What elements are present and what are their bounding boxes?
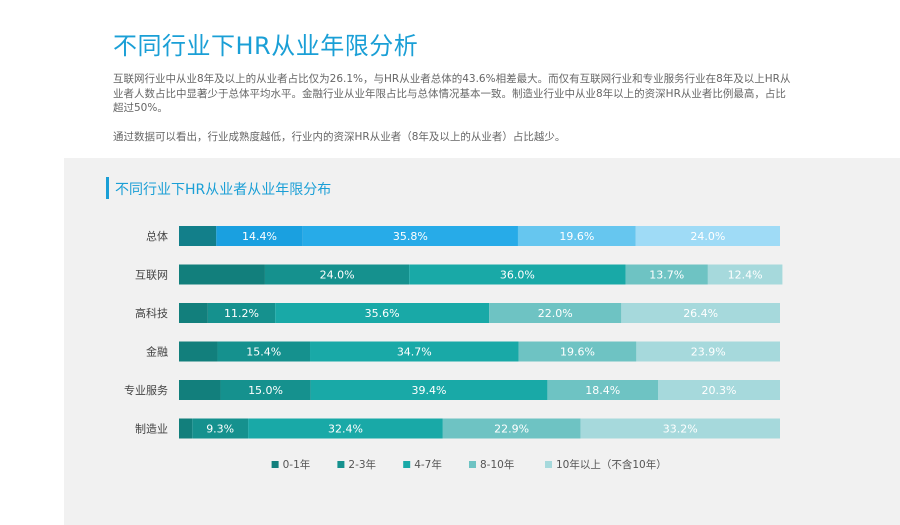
data-label: 11.2% (224, 307, 259, 320)
data-label: 39.4% (412, 384, 447, 397)
data-label: 23.9% (691, 346, 726, 359)
bar-segment (657, 380, 780, 400)
chart-title: 不同行业下HR从业者从业年限分布 (115, 182, 332, 198)
data-label: 36.0% (500, 269, 535, 282)
intro-text: 互联网行业中从业8年及以上的从业者占比仅为26.1%，与HR从业者总体的43.6… (113, 72, 793, 144)
bar-segment (707, 264, 783, 285)
legend-swatch (403, 461, 411, 468)
bar-segment (192, 418, 249, 439)
bar-segment (264, 264, 410, 285)
legend-label: 10年以上（不含10年） (556, 458, 667, 471)
data-label: 9.3% (206, 423, 234, 436)
intro-paragraph-2: 通过数据可以看出，行业成熟度越低，行业内的资深HR从业者（8年及以上的从业者）占… (113, 130, 566, 143)
bar-segment (216, 226, 303, 246)
bar-segment (207, 303, 276, 323)
legend-label: 0-1年 (283, 458, 311, 471)
legend-swatch (337, 461, 345, 468)
data-label: 35.6% (365, 307, 400, 320)
category-label: 专业服务 (124, 383, 168, 397)
legend-swatch (469, 461, 476, 468)
legend-label: 8-10年 (480, 458, 514, 471)
bar-segment (217, 341, 311, 362)
bar-segment (302, 226, 518, 246)
data-label: 24.0% (320, 269, 355, 282)
category-label: 制造业 (135, 422, 168, 436)
bar-segment (275, 303, 490, 323)
bar-segment (179, 418, 193, 439)
bar-segment (310, 380, 548, 400)
bar-segment (310, 341, 519, 362)
data-label: 15.0% (248, 384, 283, 397)
data-label: 34.7% (397, 346, 432, 359)
data-label: 26.4% (683, 307, 718, 320)
bar-segment (248, 418, 443, 439)
legend-swatch (271, 461, 279, 468)
bar-segment (179, 226, 217, 246)
bar-segment (489, 303, 622, 323)
bar-segment (409, 264, 626, 285)
data-label: 33.2% (663, 423, 698, 436)
bar-segment (179, 341, 218, 362)
data-label: 19.6% (559, 230, 594, 243)
bar-segment (220, 380, 311, 400)
bar-segment (179, 380, 221, 400)
bar-segment (442, 418, 581, 439)
bar-segment (635, 226, 780, 246)
category-label: 总体 (146, 229, 168, 243)
legend-label: 4-7年 (414, 458, 442, 471)
data-label: 20.3% (702, 384, 737, 397)
data-label: 19.6% (560, 346, 595, 359)
data-label: 18.4% (585, 384, 620, 397)
chart-title-accent (106, 177, 109, 199)
bar-segment (179, 303, 208, 323)
bar-segment (547, 380, 658, 400)
category-label: 高科技 (135, 306, 168, 320)
bar-segment (517, 226, 636, 246)
bar-segment (518, 341, 637, 362)
data-label: 13.7% (649, 269, 684, 282)
legend-swatch (545, 461, 552, 468)
intro-paragraph-1: 互联网行业中从业8年及以上的从业者占比仅为26.1%，与HR从业者总体的43.6… (113, 73, 791, 114)
data-label: 24.0% (690, 230, 725, 243)
data-label: 22.9% (494, 423, 529, 436)
page-title: 不同行业下HR从业年限分析 (113, 32, 419, 60)
data-label: 35.8% (393, 230, 428, 243)
category-label: 互联网 (135, 269, 168, 282)
data-label: 22.0% (538, 307, 573, 320)
legend-label: 2-3年 (348, 458, 376, 471)
data-label: 32.4% (328, 423, 363, 436)
data-label: 14.4% (242, 230, 277, 243)
bar-segment (625, 264, 708, 285)
data-label: 15.4% (246, 346, 281, 359)
category-label: 金融 (146, 345, 168, 359)
data-label: 12.4% (728, 269, 763, 282)
bar-segment (621, 303, 780, 323)
bar-segment (580, 418, 780, 439)
bar-segment (636, 341, 780, 362)
bar-segment (179, 264, 265, 285)
